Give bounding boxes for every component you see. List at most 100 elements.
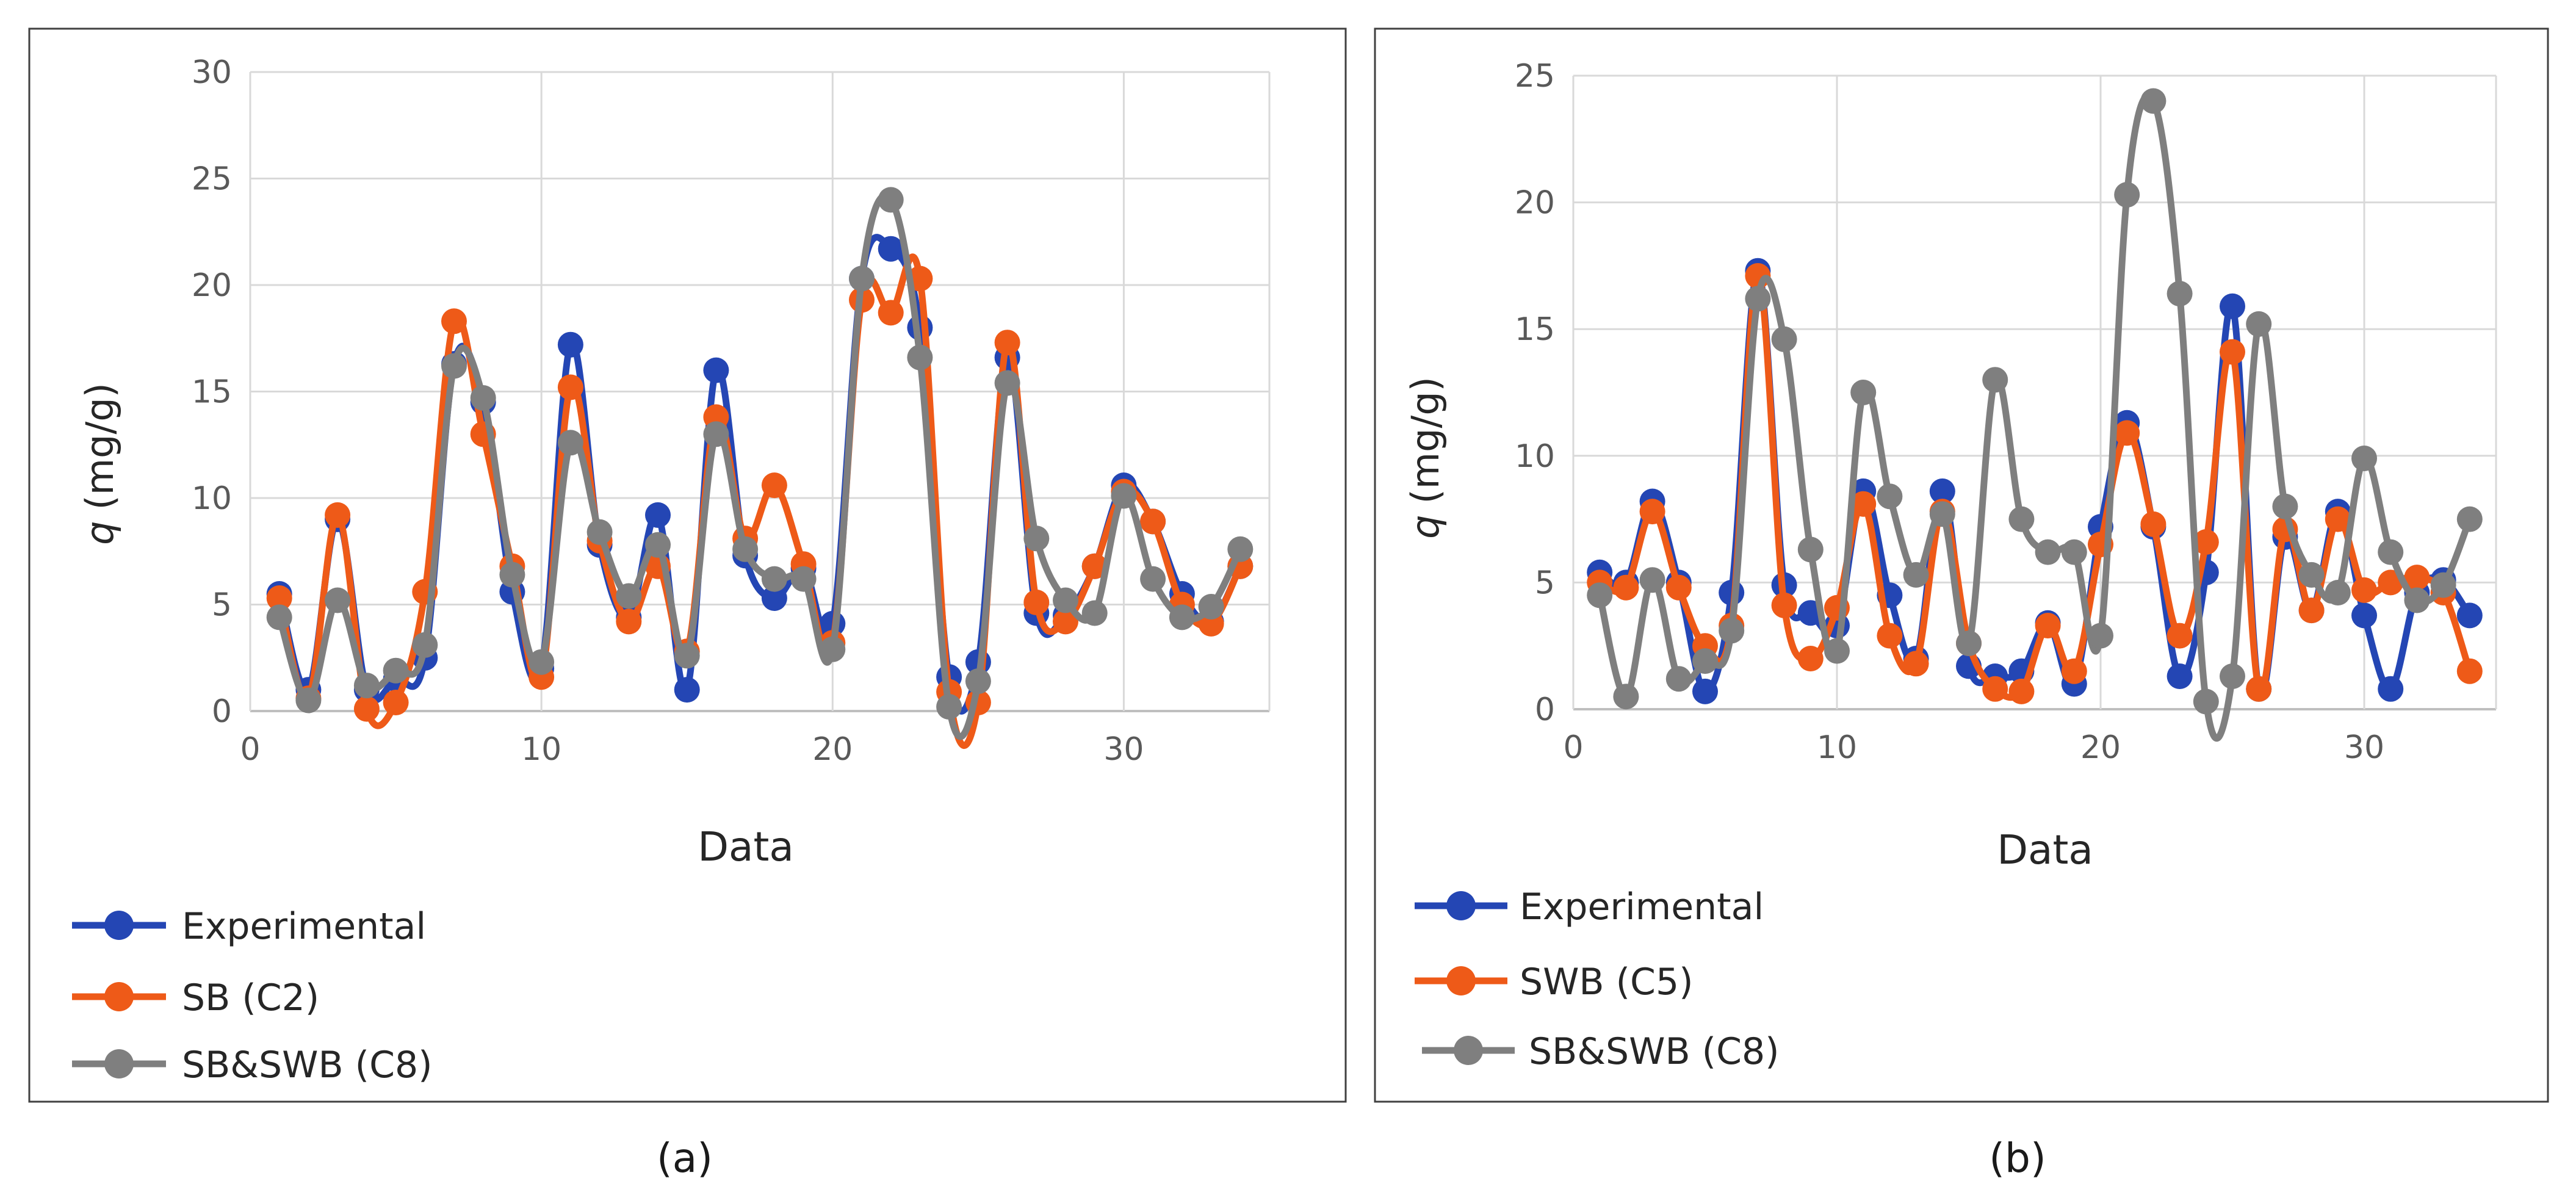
panel-b-point-sb-swb-c8-33	[2430, 572, 2456, 598]
panel-a-legend-item-sb-c2: SB (C2)	[72, 977, 319, 1019]
panel-a-point-sb-c2-11	[557, 374, 583, 400]
panel-a-point-sb-swb-c8-17	[732, 536, 759, 562]
panel-a-point-sb-swb-c8-18	[761, 566, 787, 592]
panel-b-point-swb-c5-17	[2008, 678, 2035, 704]
panel-b-y-tick-25: 25	[1515, 58, 1555, 95]
panel-a-point-sb-swb-c8-33	[1198, 594, 1224, 620]
panel-a-point-sb-swb-c8-27	[1023, 526, 1050, 552]
panel-a-y-axis-symbol: q	[78, 521, 122, 545]
panel-a-point-sb-swb-c8-5	[383, 657, 409, 684]
panel-b-point-sb-swb-c8-20	[2088, 623, 2113, 649]
panel-a-y-axis-unit: (mg/g)	[78, 383, 122, 510]
panel-b-point-swb-c5-30	[2351, 577, 2377, 603]
panel-b-point-swb-c5-29	[2325, 506, 2351, 532]
panel-b-point-sb-swb-c8-19	[2061, 539, 2087, 565]
panel-b-y-tick-20: 20	[1515, 185, 1555, 222]
panel-b-point-sb-swb-c8-16	[1982, 367, 2008, 393]
panel-a-point-sb-swb-c8-26	[994, 370, 1020, 396]
panel-b-point-swb-c5-23	[2167, 623, 2193, 649]
panel-b-point-sb-swb-c8-27	[2272, 493, 2298, 519]
panel-b-point-experimental-14	[1929, 478, 1955, 504]
panel-a-point-sb-swb-c8-32	[1169, 604, 1195, 630]
panel-a-y-tick-5: 5	[212, 587, 232, 624]
panel-a-caption: (a)	[657, 1135, 713, 1182]
panel-b-point-swb-c5-3	[1639, 499, 1665, 525]
panel-a-y-tick-30: 30	[192, 54, 232, 91]
panel-b-y-axis-symbol: q	[1403, 515, 1448, 539]
panel-a-point-sb-c2-31	[1140, 508, 1166, 535]
panel-a-point-sb-swb-c8-24	[936, 694, 962, 720]
panel-b-x-tick-30: 30	[2344, 729, 2384, 766]
panel-a-legend-item-experimental: Experimental	[72, 905, 426, 948]
panel-b-point-sb-swb-c8-30	[2351, 446, 2377, 471]
panel-b-point-swb-c5-21	[2114, 420, 2140, 446]
panel-b-point-sb-swb-c8-12	[1877, 483, 1903, 510]
panel-b-y-tick-0: 0	[1535, 692, 1555, 728]
panel-b-legend-marker-experimental	[1446, 891, 1476, 920]
panel-b-y-tick-5: 5	[1535, 565, 1555, 601]
panel-b-x-tick-10: 10	[1817, 729, 1857, 766]
panel-a-point-sb-c2-4	[353, 696, 380, 722]
panel-b-point-sb-swb-c8-25	[2220, 663, 2245, 689]
panel-a-chart: 0 5 10 15 20 25 30 0 10 20 30 Data q (mg/g) Experi…	[28, 27, 1347, 1103]
panel-a-point-sb-swb-c8-11	[557, 430, 583, 456]
panel-b-legend-marker-swb-c5	[1446, 966, 1476, 995]
panel-a-point-sb-swb-c8-10	[529, 649, 555, 675]
panel-a-point-sb-c2-26	[994, 330, 1020, 356]
panel-b-point-sb-swb-c8-9	[1797, 536, 1824, 563]
panel-b-point-swb-c5-16	[1982, 676, 2008, 702]
panel-b-point-swb-c5-26	[2246, 676, 2272, 702]
panel-b-point-sb-swb-c8-32	[2404, 587, 2430, 613]
panel-b-y-axis-unit: (mg/g)	[1403, 377, 1448, 504]
panel-a-point-sb-swb-c8-30	[1111, 483, 1137, 509]
panel-a-point-sb-swb-c8-7	[441, 353, 467, 379]
panel-a-point-sb-swb-c8-16	[703, 421, 729, 447]
panel-b-point-sb-swb-c8-28	[2298, 562, 2325, 588]
panel-b-point-swb-c5-19	[2061, 658, 2087, 684]
panel-a-y-tick-20: 20	[192, 267, 232, 304]
panel-a-point-sb-swb-c8-3	[325, 587, 351, 613]
panel-b-point-sb-swb-c8-29	[2325, 580, 2351, 605]
panel-b-legend: Experimental SWB (C5) SB&SWB (C8)	[1415, 886, 1780, 1073]
panel-a-point-sb-swb-c8-12	[586, 519, 613, 545]
panel-b-point-sb-swb-c8-24	[2193, 688, 2219, 715]
panel-a-x-tick-10: 10	[521, 731, 561, 768]
panel-b-y-tick-10: 10	[1515, 438, 1555, 475]
panel-a-point-sb-swb-c8-8	[470, 385, 496, 411]
panel-a-y-axis-title: q (mg/g)	[78, 383, 122, 545]
panel-b-point-swb-c5-25	[2220, 339, 2245, 365]
panel-b-point-swb-c5-34	[2456, 658, 2483, 684]
panel-a-point-experimental-16	[703, 357, 729, 383]
panel-b-point-swb-c5-12	[1877, 623, 1903, 649]
panel-a-point-sb-swb-c8-2	[295, 687, 322, 713]
panel-a-point-sb-c2-28	[1053, 609, 1078, 635]
panel-a-x-tick-30: 30	[1103, 731, 1144, 768]
panel-b-y-tick-15: 15	[1515, 311, 1555, 348]
panel-b-x-axis-title: Data	[1997, 826, 2093, 873]
panel-b-point-sb-swb-c8-11	[1850, 380, 1877, 405]
panel-a-point-experimental-15	[674, 677, 700, 703]
panel-b-point-sb-swb-c8-17	[2008, 506, 2035, 532]
panel-a-point-sb-swb-c8-20	[820, 636, 846, 662]
panel-a-point-sb-swb-c8-6	[412, 632, 438, 658]
panel-b-point-experimental-31	[2378, 676, 2404, 702]
panel-a-point-sb-c2-29	[1081, 553, 1108, 579]
panel-b-x-tick-0: 0	[1563, 729, 1583, 766]
panel-b-point-swb-c5-13	[1903, 651, 1929, 677]
panel-a-series	[266, 187, 1254, 749]
panel-b-y-tick-labels: 0 5 10 15 20 25	[1515, 58, 1555, 728]
panel-a-point-sb-c2-13	[616, 609, 642, 635]
panel-b-legend-item-swb-c5: SWB (C5)	[1415, 961, 1694, 1003]
panel-b-point-sb-swb-c8-26	[2246, 311, 2272, 337]
panel-b-x-tick-20: 20	[2080, 729, 2121, 766]
panel-a-point-sb-swb-c8-25	[965, 668, 991, 695]
panel-b-x-tick-labels: 0 10 20 30	[1563, 729, 2384, 766]
panel-b-point-sb-swb-c8-34	[2456, 506, 2483, 532]
panel-b-chart: 0 5 10 15 20 25 0 10 20 30 Data q (mg/g) Experime…	[1374, 27, 2549, 1103]
panel-b-point-sb-swb-c8-22	[2140, 88, 2167, 114]
panel-b-series-sb-swb-c8	[1587, 88, 2483, 742]
panel-a-point-sb-swb-c8-1	[266, 604, 292, 630]
panel-b-point-sb-swb-c8-3	[1639, 567, 1665, 593]
panel-a-series-sb-swb-c8	[266, 187, 1254, 740]
